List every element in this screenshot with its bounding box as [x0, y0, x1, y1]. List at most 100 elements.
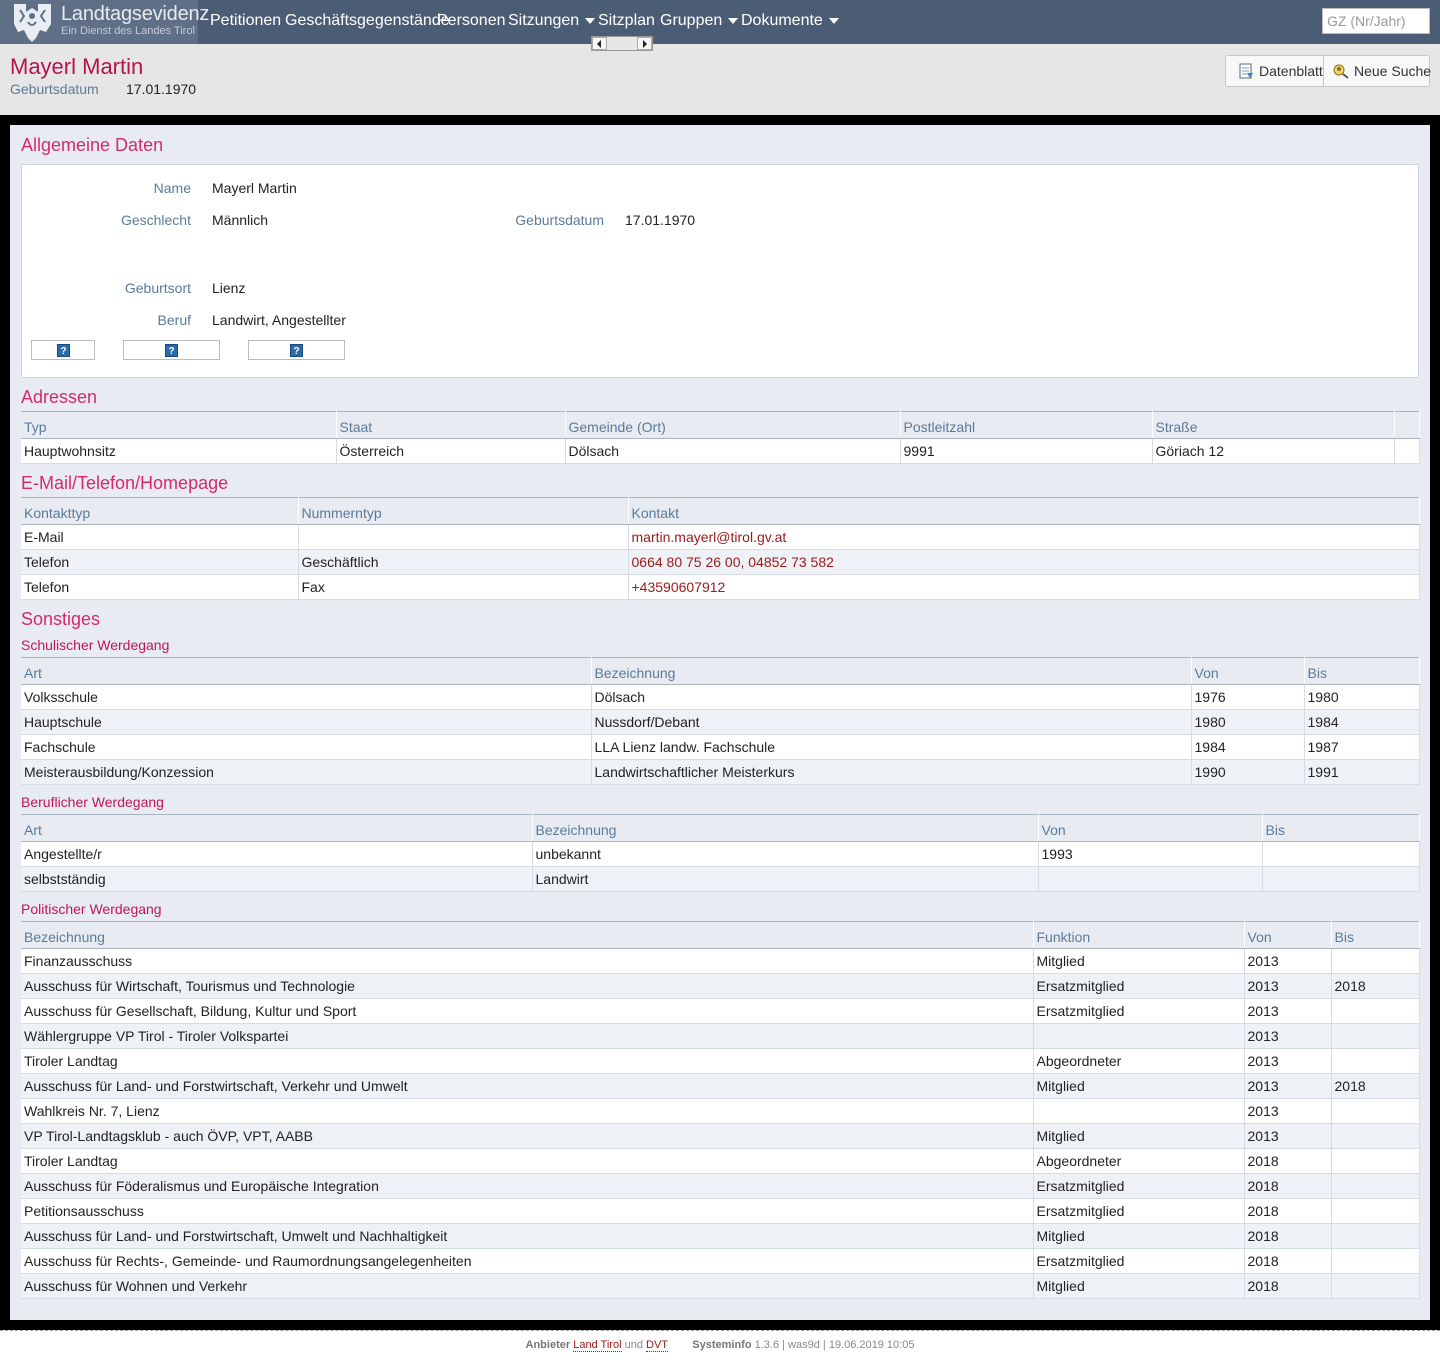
table-cell: 2013 — [1244, 1098, 1332, 1124]
datenblatt-button[interactable]: Datenblatt — [1226, 56, 1324, 86]
section-title-allgemein: Allgemeine Daten — [21, 135, 164, 155]
table-cell: Ersatzmitglied — [1033, 1248, 1245, 1274]
help-icon[interactable]: ? — [290, 344, 303, 357]
scroll-right-icon[interactable] — [637, 37, 652, 50]
column-header[interactable]: Bis — [1304, 657, 1420, 685]
column-header[interactable]: Funktion — [1033, 921, 1245, 949]
phone-link[interactable]: 0664 80 75 26 00, 04852 73 582 — [628, 549, 1420, 575]
table-cell: 2013 — [1244, 1023, 1332, 1049]
column-header[interactable]: Bis — [1262, 814, 1420, 842]
table-cell: LLA Lienz landw. Fachschule — [591, 734, 1192, 760]
table-cell — [1262, 866, 1420, 892]
caret-down-icon — [828, 17, 839, 24]
help-box[interactable]: ? — [123, 340, 220, 360]
table-cell: Abgeordneter — [1033, 1048, 1245, 1074]
table-cell: Ausschuss für Wohnen und Verkehr — [21, 1273, 1034, 1299]
table-row: Ausschuss für Föderalismus und Europäisc… — [21, 1173, 1420, 1199]
table-cell: Ausschuss für Rechts-, Gemeinde- und Rau… — [21, 1248, 1034, 1274]
column-header[interactable]: Bis — [1331, 921, 1420, 949]
brand[interactable]: Landtagsevidenz Ein Dienst des Landes Ti… — [0, 0, 209, 44]
table-cell: Mitglied — [1033, 1123, 1245, 1149]
table-cell: Dölsach — [565, 438, 901, 464]
table-cell: VP Tirol-Landtagsklub - auch ÖVP, VPT, A… — [21, 1123, 1034, 1149]
table-row: Angestellte/r unbekannt 1993 — [21, 841, 1420, 867]
column-header[interactable]: Bezeichnung — [532, 814, 1039, 842]
table-cell: 2018 — [1244, 1173, 1332, 1199]
nav-dokumente[interactable]: Dokumente — [741, 12, 839, 30]
scroll-left-icon[interactable] — [592, 37, 607, 50]
table-cell: Wählergruppe VP Tirol - Tiroler Volkspar… — [21, 1023, 1034, 1049]
table-cell: 2018 — [1244, 1148, 1332, 1174]
footer-und: und — [624, 1339, 643, 1351]
table-cell: Finanzausschuss — [21, 948, 1034, 974]
table-row: Fachschule LLA Lienz landw. Fachschule 198… — [21, 734, 1420, 760]
table-cell: Hauptschule — [21, 709, 592, 735]
table-cell: Volksschule — [21, 684, 592, 710]
column-header[interactable]: Art — [21, 657, 592, 685]
table-cell: 1987 — [1304, 734, 1420, 760]
content-panel: Allgemeine Daten Name Mayerl Martin Gesc… — [10, 125, 1430, 1320]
table-cell: 2013 — [1244, 948, 1332, 974]
neue-suche-button[interactable]: Neue Suche — [1324, 56, 1431, 86]
table-row: Tiroler Landtag Abgeordneter 2018 — [21, 1148, 1420, 1174]
column-header[interactable]: Staat — [336, 411, 566, 439]
column-header[interactable]: Typ — [21, 411, 337, 439]
nav-geschaeftsgegenstaende[interactable]: Geschäftsgegenstände — [285, 12, 450, 30]
table-cell: Österreich — [336, 438, 566, 464]
column-header[interactable]: Kontakt — [628, 497, 1420, 525]
table-row: Petitionsausschuss Ersatzmitglied 2018 — [21, 1198, 1420, 1224]
table-cell: Ersatzmitglied — [1033, 973, 1245, 999]
table-cell: Ausschuss für Wirtschaft, Tourismus und … — [21, 973, 1034, 999]
gz-search-input[interactable] — [1322, 8, 1430, 34]
table-row: E-Mail martin.mayerl@tirol.gv.at — [21, 524, 1420, 550]
footer: Anbieter Land Tirol und DVT Systeminfo 1… — [0, 1339, 1440, 1352]
table-cell: Abgeordneter — [1033, 1148, 1245, 1174]
table-cell: Meisterausbildung/Konzession — [21, 759, 592, 785]
table-cell: 2018 — [1244, 1223, 1332, 1249]
email-link[interactable]: martin.mayerl@tirol.gv.at — [628, 524, 1420, 550]
column-header[interactable]: Kontakttyp — [21, 497, 299, 525]
table-cell: 2018 — [1244, 1273, 1332, 1299]
column-header[interactable]: Art — [21, 814, 533, 842]
nav-petitionen[interactable]: Petitionen — [210, 12, 281, 30]
table-cell: 1976 — [1191, 684, 1305, 710]
column-header[interactable]: Postleitzahl — [900, 411, 1153, 439]
column-header[interactable]: Von — [1244, 921, 1332, 949]
table-cell: Fachschule — [21, 734, 592, 760]
column-header[interactable]: Von — [1038, 814, 1263, 842]
table-row: selbstständig Landwirt — [21, 866, 1420, 892]
table-cell: 2018 — [1244, 1248, 1332, 1274]
table-cell: Dölsach — [591, 684, 1192, 710]
name-label: Name — [153, 180, 191, 196]
column-header[interactable]: Straße — [1152, 411, 1395, 439]
table-cell: Göriach 12 — [1152, 438, 1395, 464]
document-icon — [1239, 63, 1253, 79]
nav-sitzplan[interactable]: Sitzplan — [598, 12, 655, 30]
column-header[interactable]: Nummerntyp — [298, 497, 629, 525]
column-header[interactable]: Bezeichnung — [591, 657, 1192, 685]
fax-link[interactable]: +43590607912 — [628, 574, 1420, 600]
geschlecht-value: Männlich — [212, 212, 269, 228]
help-icon[interactable]: ? — [57, 344, 70, 357]
table-row: VP Tirol-Landtagsklub - auch ÖVP, VPT, A… — [21, 1123, 1420, 1149]
nav-personen[interactable]: Personen — [437, 12, 506, 30]
help-box[interactable]: ? — [248, 340, 345, 360]
beruf-table: Art Bezeichnung Von Bis Angestellte/r unb… — [21, 814, 1420, 892]
dvt-link[interactable]: DVT — [646, 1339, 668, 1352]
table-cell: 2013 — [1244, 998, 1332, 1024]
land-tirol-link[interactable]: Land Tirol — [573, 1339, 622, 1352]
table-cell: Angestellte/r — [21, 841, 533, 867]
help-box[interactable]: ? — [31, 340, 95, 360]
table-cell: Fax — [298, 574, 629, 600]
table-cell: Ausschuss für Föderalismus und Europäisc… — [21, 1173, 1034, 1199]
nav-gruppen[interactable]: Gruppen — [660, 12, 739, 30]
nav-sitzungen[interactable]: Sitzungen — [508, 12, 596, 30]
help-icon[interactable]: ? — [165, 344, 178, 357]
table-cell — [1331, 1098, 1420, 1124]
systeminfo-label: Systeminfo — [692, 1339, 752, 1351]
column-header[interactable]: Bezeichnung — [21, 921, 1034, 949]
horizontal-scrollbar[interactable] — [591, 36, 653, 51]
table-row: Wahlkreis Nr. 7, Lienz 2013 — [21, 1098, 1420, 1124]
column-header[interactable]: Von — [1191, 657, 1305, 685]
column-header[interactable]: Gemeinde (Ort) — [565, 411, 901, 439]
